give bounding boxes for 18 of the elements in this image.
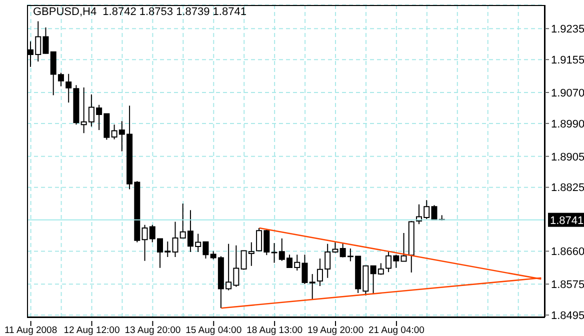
x-tick-label: 21 Aug 04:00 (368, 325, 424, 336)
x-tick-label: 11 Aug 2008 (4, 325, 58, 336)
x-tick-label: 12 Aug 12:00 (64, 325, 120, 336)
y-tick-label: 1.8825 (551, 182, 584, 194)
y-tick-label: 1.8990 (551, 118, 584, 130)
y-tick-label: 1.9155 (551, 54, 584, 66)
y-tick-label: 1.8660 (551, 246, 584, 258)
chart-title: GBPUSD,H4 1.8742 1.8753 1.8739 1.8741 (33, 6, 246, 18)
y-tick-label: 1.9235 (551, 24, 584, 36)
x-tick-label: 18 Aug 13:00 (246, 325, 303, 336)
y-tick-label: 1.9070 (551, 87, 584, 100)
y-tick-label: 1.8575 (551, 279, 584, 291)
x-tick-label: 13 Aug 20:00 (124, 325, 181, 336)
x-tick-label: 19 Aug 20:00 (308, 325, 364, 336)
y-tick-label: 1.8905 (551, 151, 584, 164)
y-tick-label: 1.8495 (551, 310, 584, 322)
ref-line-label: 1.8741 (550, 214, 584, 227)
x-tick-label: 15 Aug 04:00 (186, 325, 242, 336)
